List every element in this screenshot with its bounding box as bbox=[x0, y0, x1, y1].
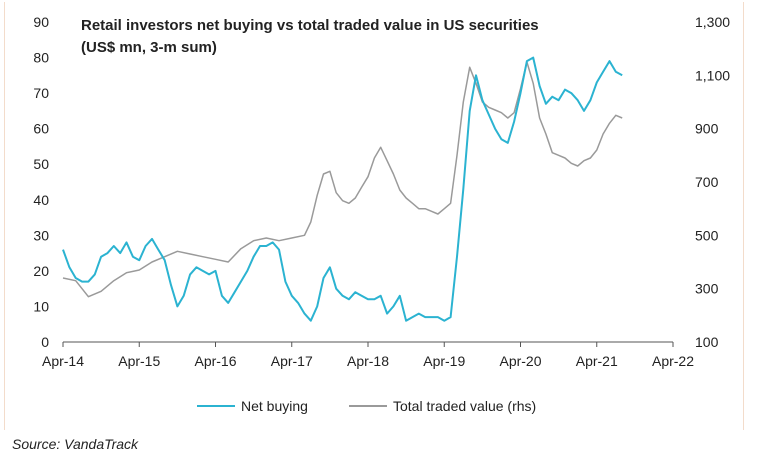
y-left-tick-label: 30 bbox=[33, 227, 49, 243]
x-tick-label: Apr-22 bbox=[652, 353, 694, 369]
chart-subtitle: (US$ mn, 3-m sum) bbox=[81, 39, 217, 56]
x-axis-ticks: Apr-14 Apr-15 Apr-16 Apr-17 Apr-18 Apr-19 Apr-… bbox=[42, 342, 694, 369]
legend: Net buying Total traded value (rhs) bbox=[197, 398, 536, 414]
x-tick-label: Apr-19 bbox=[423, 353, 465, 369]
y-axis-left-ticks: 0 10 20 30 40 50 60 70 80 90 bbox=[33, 14, 49, 350]
y-right-tick-label: 100 bbox=[695, 334, 719, 350]
y-axis-right-ticks: 100 300 500 700 900 1,100 1,300 bbox=[695, 14, 730, 350]
net-buying-line bbox=[62, 56, 623, 322]
x-tick-label: Apr-17 bbox=[271, 353, 313, 369]
y-right-tick-label: 1,100 bbox=[695, 67, 730, 83]
x-tick-label: Apr-20 bbox=[499, 353, 541, 369]
x-tick-label: Apr-21 bbox=[576, 353, 618, 369]
y-right-tick-label: 300 bbox=[695, 281, 719, 297]
chart-svg: 0 10 20 30 40 50 60 70 80 90 100 300 500 700 900 1,100… bbox=[33, 14, 730, 414]
y-left-tick-label: 20 bbox=[33, 263, 49, 279]
y-right-tick-label: 1,300 bbox=[695, 14, 730, 30]
chart-frame: 0 10 20 30 40 50 60 70 80 90 100 300 500 700 900 1,100… bbox=[4, 2, 744, 430]
y-left-tick-label: 80 bbox=[33, 50, 49, 66]
y-right-tick-label: 900 bbox=[695, 121, 719, 137]
chart-title: Retail investors net buying vs total tra… bbox=[81, 17, 539, 34]
x-tick-label: Apr-15 bbox=[118, 353, 160, 369]
legend-net-buying-label: Net buying bbox=[241, 398, 308, 414]
series-lines bbox=[62, 56, 623, 322]
y-left-tick-label: 50 bbox=[33, 156, 49, 172]
x-tick-label: Apr-16 bbox=[194, 353, 236, 369]
y-left-tick-label: 60 bbox=[33, 121, 49, 137]
total-traded-value-line bbox=[62, 61, 623, 298]
y-left-tick-label: 40 bbox=[33, 192, 49, 208]
x-tick-label: Apr-14 bbox=[42, 353, 84, 369]
source-note: Source: VandaTrack bbox=[12, 436, 139, 452]
y-left-tick-label: 10 bbox=[33, 298, 49, 314]
x-tick-label: Apr-18 bbox=[347, 353, 389, 369]
y-left-tick-label: 70 bbox=[33, 85, 49, 101]
y-left-tick-label: 0 bbox=[41, 334, 49, 350]
y-right-tick-label: 700 bbox=[695, 174, 719, 190]
y-right-tick-label: 500 bbox=[695, 227, 719, 243]
legend-total-traded-label: Total traded value (rhs) bbox=[393, 398, 536, 414]
y-left-tick-label: 90 bbox=[33, 14, 49, 30]
